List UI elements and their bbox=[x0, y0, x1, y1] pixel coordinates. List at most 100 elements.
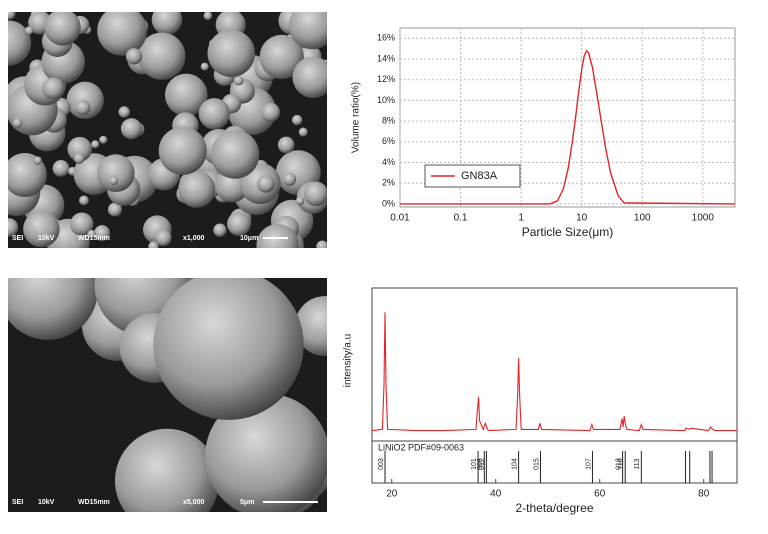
x-axis-label: Particle Size(μm) bbox=[522, 225, 614, 239]
y-tick-label: 16% bbox=[377, 33, 395, 43]
particle bbox=[109, 176, 119, 186]
particle bbox=[94, 225, 111, 242]
particle bbox=[151, 12, 183, 35]
particle bbox=[87, 229, 96, 239]
particle bbox=[256, 175, 275, 193]
particle bbox=[148, 241, 159, 248]
reference-label: 012 bbox=[479, 458, 486, 470]
y-tick-label: 0% bbox=[382, 198, 395, 208]
particle bbox=[203, 12, 213, 21]
particle bbox=[233, 75, 244, 86]
sem-label: WD15mm bbox=[78, 235, 110, 242]
x-axis-label: 2-theta/degree bbox=[515, 501, 593, 515]
particle bbox=[24, 26, 34, 36]
particle bbox=[178, 170, 216, 208]
particle bbox=[282, 172, 297, 186]
sem-image: SEI 10kV WD15mm x1,000 10μm bbox=[8, 12, 327, 248]
reference-label: 104 bbox=[511, 458, 518, 470]
x-tick-label: 1 bbox=[518, 213, 524, 224]
particle bbox=[295, 196, 305, 206]
particle bbox=[97, 12, 148, 56]
reference-label: 018 bbox=[615, 458, 622, 470]
particle bbox=[73, 152, 85, 164]
y-tick-label: 2% bbox=[382, 178, 395, 188]
particle bbox=[44, 12, 81, 46]
particle bbox=[210, 130, 260, 179]
particle bbox=[8, 278, 98, 340]
particle bbox=[8, 12, 16, 20]
particle bbox=[158, 126, 207, 175]
y-tick-label: 8% bbox=[382, 115, 395, 125]
particle bbox=[200, 62, 209, 71]
x-tick-label: 80 bbox=[698, 489, 710, 500]
sem-label: SEI bbox=[12, 499, 23, 506]
particle bbox=[96, 154, 135, 193]
reference-label: 110 bbox=[618, 458, 625, 469]
particle bbox=[316, 240, 327, 248]
particle bbox=[298, 127, 308, 137]
particle bbox=[107, 202, 123, 217]
particle bbox=[155, 229, 172, 247]
particle bbox=[23, 210, 60, 248]
particle bbox=[79, 195, 89, 206]
x-tick-label: 100 bbox=[634, 213, 651, 224]
particle bbox=[277, 136, 295, 154]
reference-label: 006 bbox=[477, 458, 484, 470]
data-line bbox=[400, 49, 736, 205]
plot-frame bbox=[371, 287, 738, 484]
y-tick-label: 6% bbox=[382, 136, 395, 146]
reference-label: 003 bbox=[378, 458, 385, 470]
sem-label: 10kV bbox=[38, 499, 55, 506]
y-tick-label: 14% bbox=[377, 53, 395, 63]
particle bbox=[198, 98, 230, 130]
particle bbox=[114, 428, 220, 512]
legend-box bbox=[424, 164, 521, 188]
particle bbox=[99, 135, 108, 144]
particle bbox=[52, 159, 70, 177]
particle bbox=[42, 77, 65, 100]
x-tick-label: 0.1 bbox=[454, 213, 468, 224]
data-line bbox=[371, 312, 737, 432]
particle bbox=[153, 278, 304, 420]
y-tick-label: 10% bbox=[377, 95, 395, 105]
x-tick-label: 10 bbox=[576, 213, 588, 224]
particle bbox=[207, 29, 255, 78]
particle bbox=[12, 118, 23, 128]
x-tick-label: 20 bbox=[386, 489, 398, 500]
particle bbox=[75, 100, 91, 116]
sem-label: SEI bbox=[12, 235, 23, 242]
sem-label: WD15mm bbox=[78, 499, 110, 506]
particle bbox=[288, 12, 327, 50]
y-tick-label: 4% bbox=[382, 157, 395, 167]
legend-label: GN83A bbox=[461, 170, 498, 182]
sem-label: 10kV bbox=[38, 235, 55, 242]
particle bbox=[8, 218, 19, 237]
particle bbox=[125, 48, 143, 65]
particle bbox=[138, 32, 186, 80]
particle bbox=[227, 212, 251, 236]
particle bbox=[67, 136, 93, 162]
particle bbox=[164, 73, 208, 117]
particle bbox=[259, 34, 304, 80]
reference-label: 015 bbox=[533, 458, 540, 470]
x-tick-label: 40 bbox=[490, 489, 502, 500]
y-axis-label: intensity/a.u bbox=[343, 334, 354, 387]
particle bbox=[91, 140, 100, 149]
particle bbox=[33, 156, 42, 165]
particle bbox=[118, 106, 131, 118]
particle bbox=[205, 393, 327, 512]
particle bbox=[261, 102, 281, 122]
reference-label: 107 bbox=[585, 458, 592, 470]
particle bbox=[120, 118, 142, 140]
sem-label: x1,000 bbox=[183, 235, 205, 242]
x-tick-label: 1000 bbox=[692, 213, 715, 224]
particle bbox=[292, 56, 327, 99]
y-tick-label: 12% bbox=[377, 74, 395, 84]
reference-label: 101 bbox=[471, 458, 478, 470]
particle bbox=[291, 114, 303, 126]
particle bbox=[303, 181, 327, 207]
sem-label: x5,000 bbox=[183, 499, 205, 506]
x-tick-label: 0.01 bbox=[390, 213, 410, 224]
particle bbox=[70, 212, 94, 236]
